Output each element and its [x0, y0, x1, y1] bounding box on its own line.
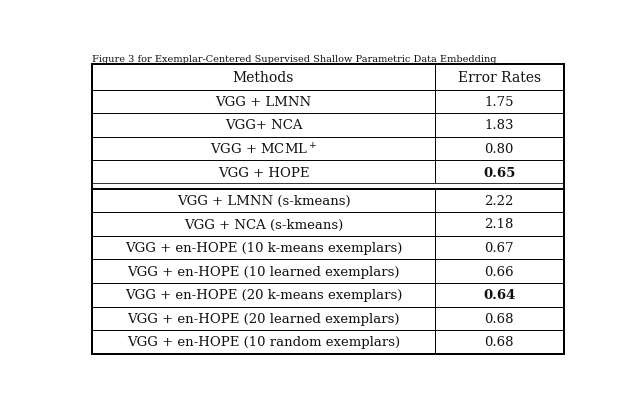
Text: VGG + HOPE: VGG + HOPE — [218, 166, 309, 179]
Text: 0.68: 0.68 — [484, 312, 514, 325]
Text: 0.67: 0.67 — [484, 241, 514, 254]
Text: 2.22: 2.22 — [484, 194, 514, 207]
Text: 0.80: 0.80 — [484, 143, 514, 156]
Text: 0.66: 0.66 — [484, 265, 514, 278]
Bar — [92, 184, 564, 189]
Text: VGG + LMNN (s-kmeans): VGG + LMNN (s-kmeans) — [177, 194, 350, 207]
Text: 0.68: 0.68 — [484, 336, 514, 348]
Text: VGG+ NCA: VGG+ NCA — [225, 119, 302, 132]
Text: 0.64: 0.64 — [483, 288, 515, 302]
Text: Figure 3 for Exemplar-Centered Supervised Shallow Parametric Data Embedding: Figure 3 for Exemplar-Centered Supervise… — [92, 55, 497, 63]
Text: VGG + en-HOPE (10 learned exemplars): VGG + en-HOPE (10 learned exemplars) — [127, 265, 400, 278]
Text: VGG + LMNN: VGG + LMNN — [216, 96, 312, 109]
Text: VGG + en-HOPE (20 learned exemplars): VGG + en-HOPE (20 learned exemplars) — [127, 312, 400, 325]
Text: 0.65: 0.65 — [483, 166, 515, 179]
Text: Error Rates: Error Rates — [458, 71, 541, 85]
Text: VGG + NCA (s-kmeans): VGG + NCA (s-kmeans) — [184, 218, 343, 231]
Text: VGG + MCML$^+$: VGG + MCML$^+$ — [210, 142, 317, 157]
Text: VGG + en-HOPE (10 random exemplars): VGG + en-HOPE (10 random exemplars) — [127, 336, 400, 348]
Text: 1.83: 1.83 — [484, 119, 514, 132]
Text: 1.75: 1.75 — [484, 96, 514, 109]
Text: Methods: Methods — [233, 71, 294, 85]
Text: 2.18: 2.18 — [484, 218, 514, 231]
Text: VGG + en-HOPE (10 k-means exemplars): VGG + en-HOPE (10 k-means exemplars) — [125, 241, 402, 254]
Text: VGG + en-HOPE (20 k-means exemplars): VGG + en-HOPE (20 k-means exemplars) — [125, 288, 402, 302]
